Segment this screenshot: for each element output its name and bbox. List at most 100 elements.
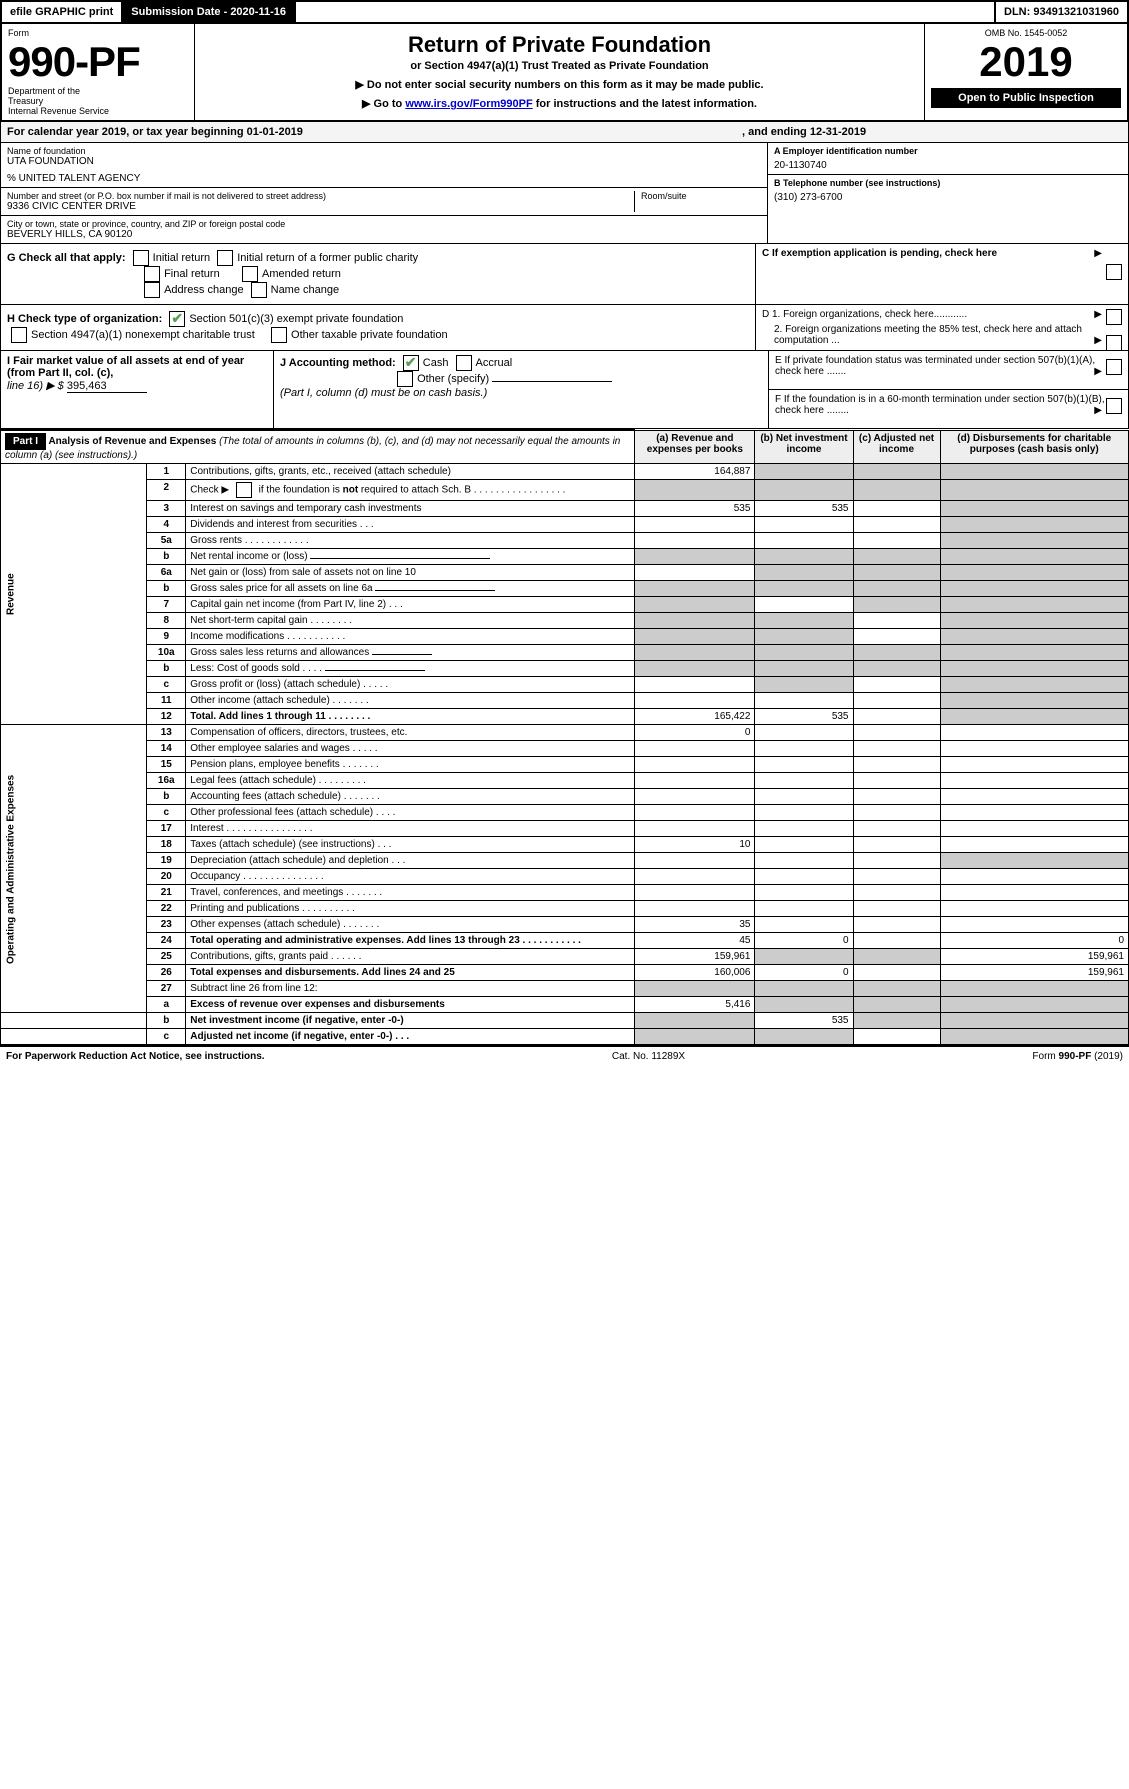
final-checkbox[interactable]	[144, 266, 160, 282]
table-row: 5aGross rents . . . . . . . . . . . .	[1, 533, 1129, 549]
table-row: 7Capital gain net income (from Part IV, …	[1, 597, 1129, 613]
table-row: 27Subtract line 26 from line 12:	[1, 981, 1129, 997]
table-row: 8Net short-term capital gain . . . . . .…	[1, 613, 1129, 629]
open-public: Open to Public Inspection	[931, 88, 1121, 108]
g-section: G Check all that apply: Initial return I…	[0, 244, 756, 305]
table-row: bLess: Cost of goods sold . . . .	[1, 661, 1129, 677]
ij-section: I Fair market value of all assets at end…	[0, 351, 769, 429]
table-row: 15Pension plans, employee benefits . . .…	[1, 757, 1129, 773]
c-checkbox[interactable]	[1106, 264, 1122, 280]
row-g-c: G Check all that apply: Initial return I…	[0, 244, 1129, 305]
table-row: bGross sales price for all assets on lin…	[1, 581, 1129, 597]
h-section: H Check type of organization: Section 50…	[0, 305, 756, 351]
c-section: C If exemption application is pending, c…	[756, 244, 1129, 305]
tax-year: 2019	[931, 38, 1121, 86]
e-section: E If private foundation status was termi…	[769, 351, 1129, 390]
table-row: 14Other employee salaries and wages . . …	[1, 741, 1129, 757]
form-number: 990-PF	[8, 38, 188, 86]
4947-checkbox[interactable]	[11, 327, 27, 343]
j-box: J Accounting method: Cash Accrual Other …	[274, 351, 768, 428]
form-header: Form 990-PF Department of the Treasury I…	[0, 24, 1129, 122]
cal-end: , and ending 12-31-2019	[742, 126, 1122, 138]
f-section: F If the foundation is in a 60-month ter…	[769, 390, 1129, 429]
initial-checkbox[interactable]	[133, 250, 149, 266]
cal-begin: For calendar year 2019, or tax year begi…	[7, 126, 742, 138]
top-bar: efile GRAPHIC print Submission Date - 20…	[0, 0, 1129, 24]
other-taxable-checkbox[interactable]	[271, 327, 287, 343]
dln: DLN: 93491321031960	[994, 2, 1127, 22]
amended-checkbox[interactable]	[242, 266, 258, 282]
col-d: (d) Disbursements for charitable purpose…	[940, 430, 1128, 464]
table-row: 3Interest on savings and temporary cash …	[1, 501, 1129, 517]
table-row: Revenue 1Contributions, gifts, grants, e…	[1, 464, 1129, 480]
dept2: Treasury	[8, 96, 188, 106]
entity-block: Name of foundation UTA FOUNDATION % UNIT…	[0, 143, 1129, 244]
cash-checkbox[interactable]	[403, 355, 419, 371]
irs-link[interactable]: www.irs.gov/Form990PF	[405, 98, 532, 110]
part1-table: Part I Analysis of Revenue and Expenses …	[0, 429, 1129, 1045]
header-center: Return of Private Foundation or Section …	[195, 24, 924, 120]
table-row: 16aLegal fees (attach schedule) . . . . …	[1, 773, 1129, 789]
street-row: Number and street (or P.O. box number if…	[1, 188, 767, 216]
f-checkbox[interactable]	[1106, 398, 1122, 414]
table-row: cAdjusted net income (if negative, enter…	[1, 1029, 1129, 1045]
table-row: bNet investment income (if negative, ent…	[1, 1013, 1129, 1029]
phone-row: B Telephone number (see instructions) (3…	[768, 175, 1128, 206]
table-row: 18Taxes (attach schedule) (see instructi…	[1, 837, 1129, 853]
table-row: Operating and Administrative Expenses 13…	[1, 725, 1129, 741]
table-row: 25Contributions, gifts, grants paid . . …	[1, 949, 1129, 965]
table-row: 19Depreciation (attach schedule) and dep…	[1, 853, 1129, 869]
row-h-d: H Check type of organization: Section 50…	[0, 305, 1129, 351]
header-left: Form 990-PF Department of the Treasury I…	[2, 24, 195, 120]
table-row: 10aGross sales less returns and allowanc…	[1, 645, 1129, 661]
note2: ▶ Go to www.irs.gov/Form990PF for instru…	[201, 97, 918, 110]
address-checkbox[interactable]	[144, 282, 160, 298]
table-row: 22Printing and publications . . . . . . …	[1, 901, 1129, 917]
table-row: 24Total operating and administrative exp…	[1, 933, 1129, 949]
dept1: Department of the	[8, 86, 188, 96]
table-row: 23Other expenses (attach schedule) . . .…	[1, 917, 1129, 933]
name-row: Name of foundation UTA FOUNDATION % UNIT…	[1, 143, 767, 188]
page-footer: For Paperwork Reduction Act Notice, see …	[0, 1045, 1129, 1066]
footer-right: Form 990-PF (2019)	[1032, 1051, 1123, 1062]
omb: OMB No. 1545-0052	[931, 28, 1121, 38]
table-row: 20Occupancy . . . . . . . . . . . . . . …	[1, 869, 1129, 885]
table-row: aExcess of revenue over expenses and dis…	[1, 997, 1129, 1013]
d2-checkbox[interactable]	[1106, 335, 1122, 351]
initial-former-checkbox[interactable]	[217, 250, 233, 266]
accrual-checkbox[interactable]	[456, 355, 472, 371]
table-row: cGross profit or (loss) (attach schedule…	[1, 677, 1129, 693]
name-checkbox[interactable]	[251, 282, 267, 298]
submission-date: Submission Date - 2020-11-16	[123, 2, 296, 22]
fmv-value: 395,463	[67, 380, 147, 393]
efile-label: efile GRAPHIC print	[2, 2, 123, 22]
table-row: 21Travel, conferences, and meetings . . …	[1, 885, 1129, 901]
501c3-checkbox[interactable]	[169, 311, 185, 327]
calendar-row: For calendar year 2019, or tax year begi…	[0, 122, 1129, 143]
d-section: D 1. Foreign organizations, check here..…	[756, 305, 1129, 351]
dept3: Internal Revenue Service	[8, 106, 188, 116]
form-title: Return of Private Foundation	[201, 32, 918, 58]
ein-row: A Employer identification number 20-1130…	[768, 143, 1128, 175]
form-label: Form	[8, 28, 188, 38]
d1-checkbox[interactable]	[1106, 309, 1122, 325]
table-row: 11Other income (attach schedule) . . . .…	[1, 693, 1129, 709]
table-row: cOther professional fees (attach schedul…	[1, 805, 1129, 821]
table-row: 4Dividends and interest from securities …	[1, 517, 1129, 533]
note1: ▶ Do not enter social security numbers o…	[201, 78, 918, 91]
table-row: bNet rental income or (loss)	[1, 549, 1129, 565]
col-b: (b) Net investment income	[755, 430, 853, 464]
other-method-checkbox[interactable]	[397, 371, 413, 387]
col-c: (c) Adjusted net income	[853, 430, 940, 464]
arrow-icon: ▶	[1094, 248, 1102, 259]
table-row: 6aNet gain or (loss) from sale of assets…	[1, 565, 1129, 581]
expenses-label: Operating and Administrative Expenses	[1, 725, 147, 1013]
revenue-label: Revenue	[1, 464, 147, 725]
col-a: (a) Revenue and expenses per books	[635, 430, 755, 464]
table-row: 9Income modifications . . . . . . . . . …	[1, 629, 1129, 645]
table-row: 17Interest . . . . . . . . . . . . . . .…	[1, 821, 1129, 837]
e-checkbox[interactable]	[1106, 359, 1122, 375]
header-right: OMB No. 1545-0052 2019 Open to Public In…	[924, 24, 1127, 120]
schb-checkbox[interactable]	[236, 482, 252, 498]
table-row: 12Total. Add lines 1 through 11 . . . . …	[1, 709, 1129, 725]
